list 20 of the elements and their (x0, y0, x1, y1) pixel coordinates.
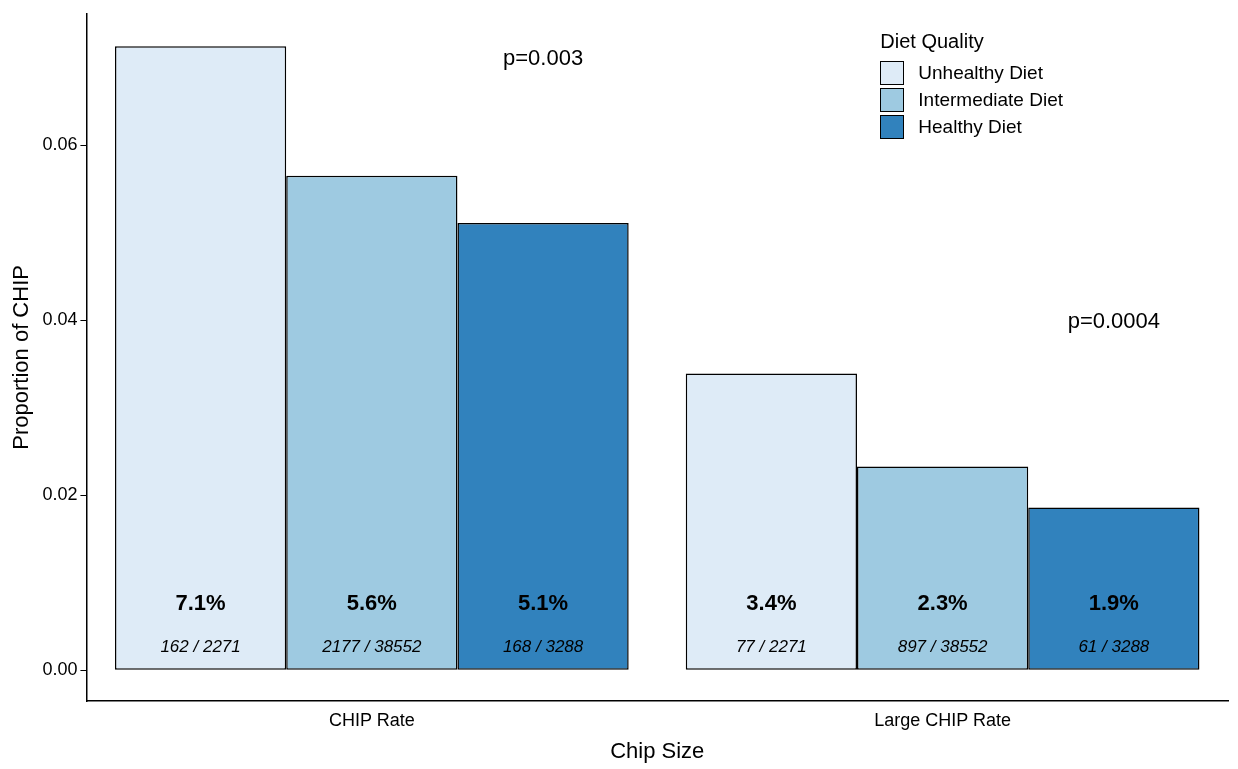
data-label: 1.9% 61 / 3288 (1078, 590, 1150, 657)
data-label: 5.6% 2177 / 38552 (321, 590, 422, 657)
legend-label: Intermediate Diet (918, 88, 1063, 111)
data-label: 7.1% 162 / 2271 (160, 590, 241, 657)
data-label: 5.1% 168 / 3288 (502, 590, 584, 657)
x-tick-label: CHIP Rate (328, 709, 415, 730)
legend-title: Diet Quality (880, 30, 985, 53)
y-axis-title: Proportion of CHIP (8, 265, 34, 450)
data-label: 2.3% 897 / 38552 (897, 590, 989, 657)
legend-label: Healthy Diet (918, 115, 1022, 138)
y-tick-label: 0.02 (42, 484, 78, 505)
x-tick-label: Large CHIP Rate (874, 709, 1011, 730)
data-label: 3.4% 77 / 2271 (735, 590, 807, 657)
y-tick-label: 0.04 (42, 309, 78, 330)
annotation: p=0.0004 (1067, 307, 1161, 333)
annotation: p=0.003 (502, 44, 584, 70)
y-tick-label: 0.06 (42, 134, 78, 155)
y-tick-label: 0.00 (42, 659, 78, 680)
legend-label: Unhealthy Diet (918, 61, 1043, 84)
x-axis-title: Chip Size (610, 737, 705, 763)
